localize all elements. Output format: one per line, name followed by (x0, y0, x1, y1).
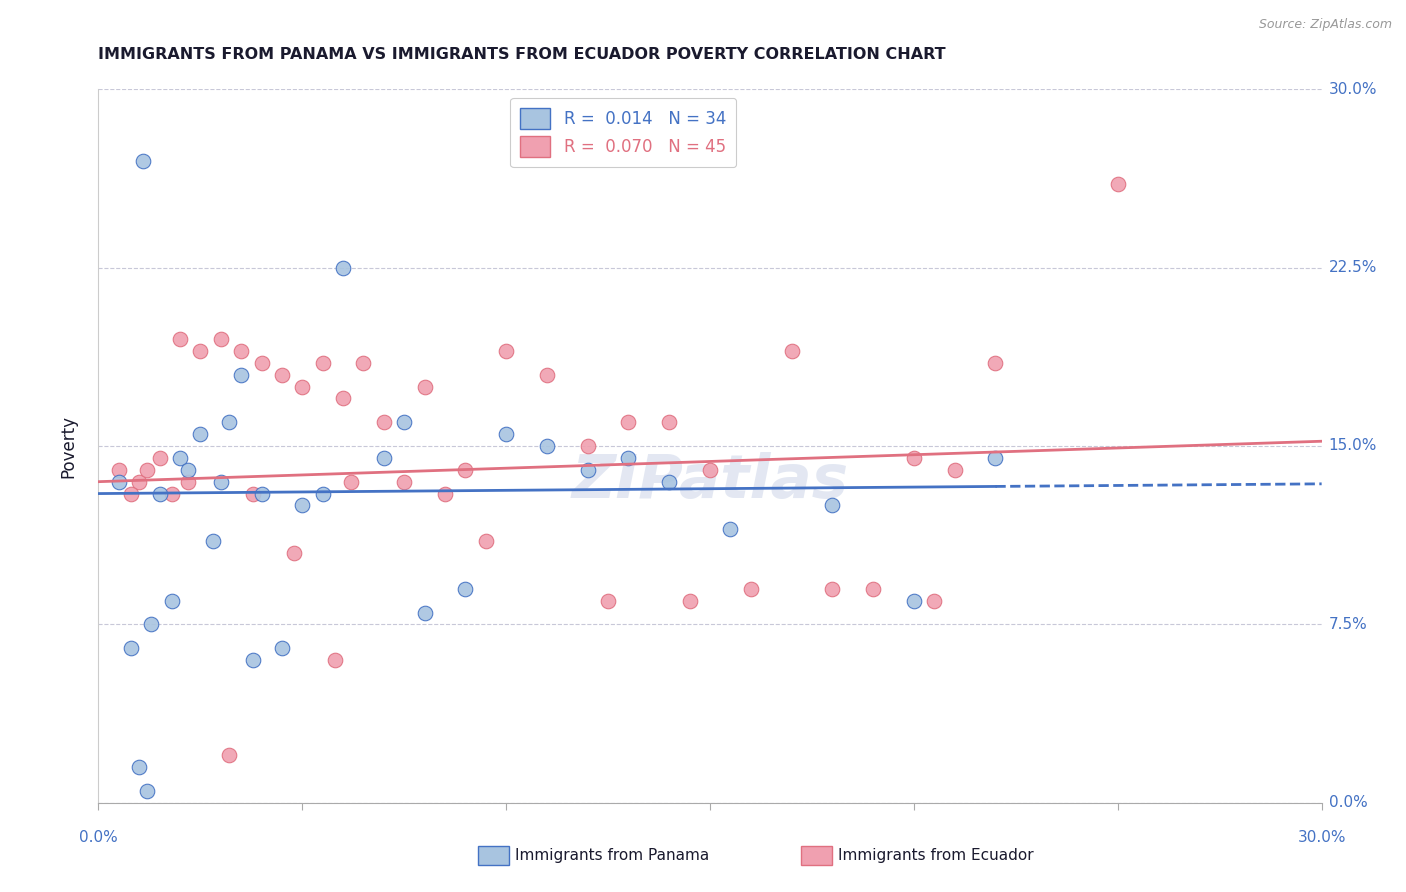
Point (495, 427, 517, 442)
Text: 15.0%: 15.0% (1329, 439, 1376, 453)
Point (821, 499, 844, 513)
Point (352, 356, 374, 370)
Point (699, 463, 721, 477)
Point (242, 486, 264, 500)
Text: 30.0%: 30.0% (1329, 82, 1376, 96)
Point (108, 475, 131, 489)
Text: 22.5%: 22.5% (1329, 260, 1376, 275)
Point (291, 379, 314, 393)
Point (718, 522, 742, 536)
Point (177, 463, 200, 477)
Point (128, 760, 150, 774)
Point (617, 450, 640, 465)
Point (576, 463, 599, 477)
Point (433, 486, 456, 500)
Text: IMMIGRANTS FROM PANAMA VS IMMIGRANTS FROM ECUADOR POVERTY CORRELATION CHART: IMMIGRANTS FROM PANAMA VS IMMIGRANTS FRO… (98, 47, 946, 62)
Point (169, 332, 191, 346)
Point (862, 582, 884, 596)
Point (373, 450, 395, 465)
Text: 0.0%: 0.0% (79, 830, 118, 845)
Point (312, 486, 335, 500)
Point (231, 368, 253, 382)
Point (218, 415, 240, 429)
Point (136, 463, 159, 477)
Point (108, 463, 131, 477)
Point (209, 475, 232, 489)
Point (373, 415, 395, 429)
Point (169, 450, 191, 465)
Point (454, 463, 477, 477)
Point (231, 343, 253, 358)
Point (821, 582, 844, 596)
Point (242, 653, 264, 667)
Point (658, 475, 681, 489)
Point (596, 593, 619, 607)
Text: 30.0%: 30.0% (1298, 830, 1346, 845)
Point (136, 784, 159, 798)
Point (617, 415, 640, 429)
Point (128, 475, 150, 489)
Point (270, 641, 294, 656)
Point (312, 356, 335, 370)
Point (984, 450, 1007, 465)
Point (177, 475, 200, 489)
Point (250, 486, 273, 500)
Point (903, 450, 925, 465)
Point (679, 593, 702, 607)
Point (250, 356, 273, 370)
Point (1107, 178, 1129, 192)
Point (188, 343, 212, 358)
Point (323, 653, 346, 667)
Text: 0.0%: 0.0% (1329, 796, 1368, 810)
Point (536, 368, 558, 382)
Text: 7.5%: 7.5% (1329, 617, 1368, 632)
Point (780, 343, 803, 358)
Point (943, 463, 966, 477)
Point (922, 593, 945, 607)
Point (454, 582, 477, 596)
Point (340, 475, 363, 489)
Legend: R =  0.014   N = 34, R =  0.070   N = 45: R = 0.014 N = 34, R = 0.070 N = 45 (510, 97, 737, 167)
Point (291, 499, 314, 513)
Point (201, 534, 224, 549)
Y-axis label: Poverty: Poverty (59, 415, 77, 477)
Point (984, 356, 1007, 370)
Point (120, 486, 142, 500)
Point (120, 641, 142, 656)
Point (188, 427, 212, 442)
Point (149, 486, 172, 500)
Point (536, 439, 558, 453)
Point (160, 486, 183, 500)
Text: Source: ZipAtlas.com: Source: ZipAtlas.com (1258, 18, 1392, 31)
Point (474, 534, 498, 549)
Point (740, 582, 762, 596)
Point (413, 379, 436, 393)
Point (658, 415, 681, 429)
Point (576, 439, 599, 453)
Point (495, 343, 517, 358)
Point (903, 593, 925, 607)
Point (209, 332, 232, 346)
Point (141, 617, 163, 632)
Point (149, 450, 172, 465)
Point (392, 415, 416, 429)
Point (160, 593, 183, 607)
Point (392, 475, 416, 489)
Point (218, 748, 240, 763)
Point (132, 153, 155, 168)
Text: Immigrants from Ecuador: Immigrants from Ecuador (838, 848, 1033, 863)
Point (332, 392, 354, 406)
Point (283, 546, 305, 560)
Point (413, 606, 436, 620)
Text: Immigrants from Panama: Immigrants from Panama (515, 848, 709, 863)
Text: ZIPatlas: ZIPatlas (571, 452, 849, 511)
Point (270, 368, 294, 382)
Point (332, 260, 354, 275)
